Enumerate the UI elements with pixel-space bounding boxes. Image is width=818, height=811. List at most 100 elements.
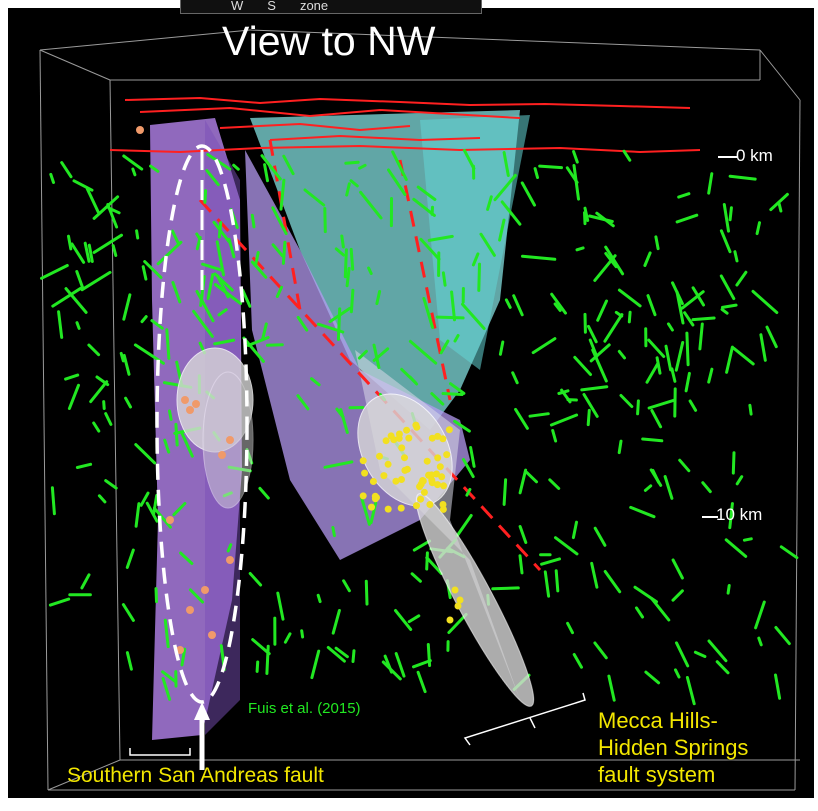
- focal-mechanism-mark: [641, 437, 664, 443]
- focal-mechanism-mark: [145, 501, 159, 523]
- focal-mechanism-mark: [779, 545, 799, 560]
- focal-mechanism-mark: [250, 213, 256, 229]
- focal-mechanism-mark: [650, 409, 663, 429]
- focal-mechanism-mark: [87, 343, 101, 357]
- focal-mechanism-mark: [281, 240, 287, 265]
- focal-mechanism-mark: [345, 266, 351, 288]
- focal-mechanism-mark: [735, 270, 748, 287]
- focal-mechanism-mark: [453, 334, 460, 343]
- earthquake-sphere: [434, 481, 441, 489]
- focal-mechanism-mark: [693, 650, 707, 658]
- focal-mechanism-mark: [748, 403, 753, 416]
- focal-mechanism-mark: [119, 351, 125, 363]
- focal-mechanism-mark: [125, 651, 133, 671]
- focal-mechanism-mark: [48, 597, 71, 607]
- focal-mechanism-mark: [675, 641, 690, 668]
- focal-mechanism-mark: [769, 192, 789, 212]
- focal-mechanism-mark: [201, 262, 225, 272]
- focal-mechanism-mark: [360, 496, 371, 526]
- focal-mechanism-mark: [635, 606, 644, 619]
- focal-mechanism-mark: [751, 289, 779, 314]
- focal-mechanism-mark: [617, 439, 623, 455]
- focal-mechanism-mark: [180, 647, 187, 667]
- focal-mechanism-mark: [583, 206, 590, 222]
- focal-mechanism-mark: [83, 241, 91, 263]
- focal-mechanism-mark: [261, 322, 268, 342]
- focal-mechanism-marks: [40, 148, 799, 706]
- focal-mechanism-mark: [728, 206, 733, 222]
- earthquake-sphere: [439, 501, 447, 508]
- focal-mechanism-mark: [549, 413, 579, 427]
- focal-mechanism-mark: [573, 355, 592, 376]
- focal-mechanism-mark: [675, 213, 699, 224]
- focal-mechanism-mark: [412, 539, 432, 552]
- focal-mechanism-mark: [85, 187, 100, 214]
- focal-mechanism-mark: [511, 371, 519, 385]
- earthquake-sphere: [397, 504, 405, 512]
- earthquake-sphere: [226, 436, 234, 444]
- focal-mechanism-mark: [649, 468, 663, 487]
- focal-mechanism-mark: [345, 182, 351, 197]
- focal-mechanism-mark: [212, 220, 231, 243]
- focal-mechanism-mark: [593, 641, 608, 660]
- focal-mechanism-mark: [358, 163, 367, 170]
- focal-mechanism-mark: [276, 591, 285, 621]
- focal-mechanism-mark: [391, 150, 408, 181]
- focal-mechanism-mark: [755, 221, 761, 236]
- focal-mechanism-mark: [677, 192, 691, 199]
- focal-mechanism-mark: [326, 646, 346, 663]
- focal-mechanism-mark: [135, 229, 140, 240]
- focal-mechanism-mark: [349, 288, 355, 314]
- focal-mechanism-mark: [222, 491, 233, 498]
- earthquake-sphere: [373, 494, 380, 501]
- focal-mechanism-mark: [156, 240, 183, 266]
- focal-mechanism-mark: [171, 229, 180, 246]
- focal-mechanism-mark: [644, 670, 661, 685]
- earthquake-sphere: [416, 483, 424, 491]
- focal-mechanism-mark: [316, 322, 345, 334]
- focal-mechanism-mark: [387, 168, 407, 196]
- focal-mechanism-mark: [258, 486, 270, 500]
- focal-mechanism-mark: [607, 674, 616, 702]
- focal-mechanism-mark: [725, 345, 734, 374]
- earthquake-sphere: [387, 432, 395, 440]
- focal-mechanism-mark: [502, 478, 508, 506]
- earthquake-sphere: [426, 501, 434, 508]
- focal-mechanism-mark: [226, 543, 233, 553]
- focal-mechanism-mark: [719, 274, 736, 301]
- focal-mechanism-mark: [554, 569, 560, 593]
- earthquake-sphere: [428, 434, 436, 442]
- focal-mechanism-mark: [344, 160, 360, 165]
- mecca-hills-label-line-3: fault system: [598, 762, 716, 787]
- top-tab-label-zone: zone: [299, 0, 329, 13]
- earthquake-sphere: [401, 454, 408, 462]
- focal-mechanism-mark: [645, 362, 660, 384]
- focal-mechanism-mark: [707, 172, 714, 195]
- focal-mechanism-mark: [152, 506, 172, 529]
- focal-mechanism-mark: [765, 325, 778, 349]
- earthquake-sphere: [166, 516, 174, 524]
- focal-mechanism-mark: [603, 313, 624, 343]
- focal-mechanism-mark: [104, 412, 113, 426]
- focal-mechanism-mark: [439, 339, 450, 355]
- focal-mechanism-mark: [92, 233, 123, 254]
- focal-mechanism-mark: [588, 214, 614, 223]
- focal-mechanism-mark: [122, 353, 131, 376]
- focal-mechanism-mark: [296, 394, 310, 411]
- focal-mechanism-mark: [479, 232, 496, 257]
- focal-mechanism-mark: [582, 393, 599, 418]
- focal-mechanism-mark: [364, 579, 369, 606]
- focal-mechanism-mark: [698, 322, 704, 351]
- focal-mechanism-mark: [97, 494, 107, 504]
- focal-mechanism-mark: [572, 150, 579, 164]
- focal-mechanism-mark: [122, 154, 144, 171]
- focal-mechanism-mark: [647, 398, 677, 410]
- focal-mechanism-mark: [531, 337, 557, 355]
- earthquake-sphere: [186, 406, 194, 414]
- focal-mechanism-mark: [331, 526, 336, 538]
- earthquake-sphere: [359, 457, 367, 465]
- focal-mechanism-mark: [422, 297, 434, 329]
- earthquake-sphere: [201, 586, 209, 594]
- focal-mechanism-mark: [685, 331, 690, 367]
